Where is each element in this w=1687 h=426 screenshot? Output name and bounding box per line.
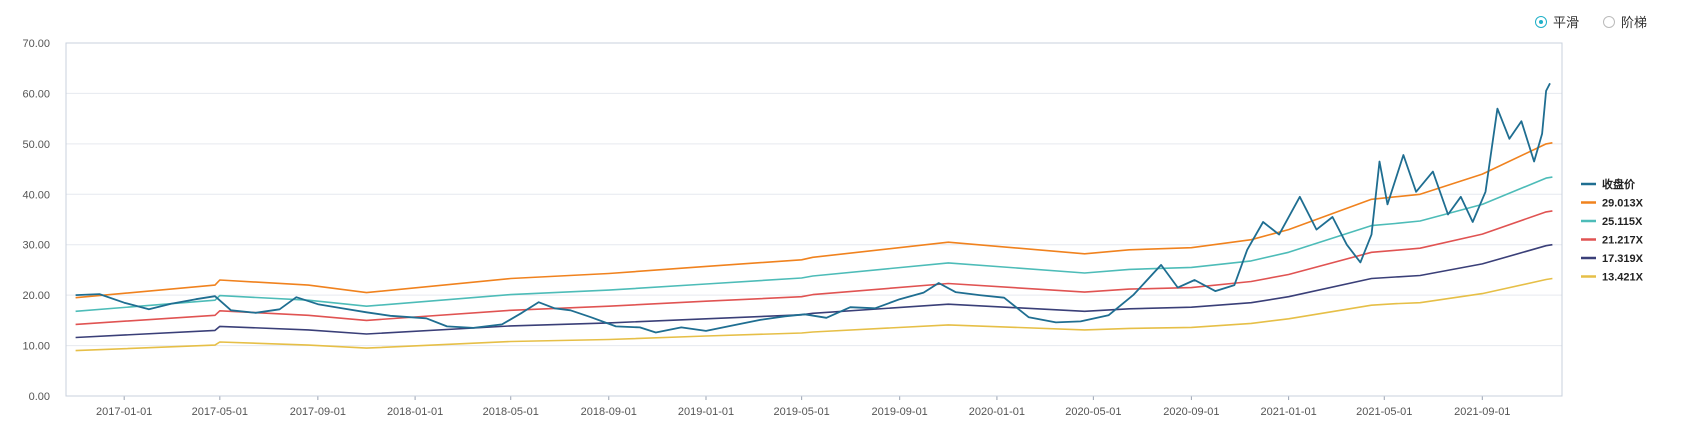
y-tick-label: 60.00 (22, 88, 50, 100)
x-tick-label: 2017-05-01 (192, 406, 248, 418)
x-axis: 2017-01-01 2017-05-01 2017-09-01 2018-01-01… (96, 396, 1510, 418)
y-tick-label: 10.00 (22, 341, 50, 353)
y-tick-label: 30.00 (22, 240, 50, 252)
mode-smooth-label: 平滑 (1553, 15, 1580, 30)
x-tick-label: 2021-01-01 (1260, 406, 1316, 418)
series-line (75, 142, 1553, 299)
x-tick-label: 2020-01-01 (969, 406, 1025, 418)
legend-label: 29.013X (1602, 198, 1644, 210)
plot-frame (65, 42, 1563, 397)
series-line (75, 176, 1553, 313)
x-tick-label: 2019-01-01 (678, 406, 734, 418)
legend-label: 25.115X (1602, 216, 1643, 228)
legend-item[interactable]: 收盘价 (1581, 177, 1636, 191)
legend[interactable]: 收盘价 29.013X 25.115X 21.217X 17.319X 13.421X (1581, 177, 1644, 284)
y-tick-label: 50.00 (22, 139, 50, 151)
x-tick-label: 2021-09-01 (1454, 406, 1510, 418)
grid-lines (66, 42, 1562, 397)
series-line (75, 243, 1553, 339)
x-tick-label: 2021-05-01 (1356, 406, 1412, 418)
y-tick-label: 20.00 (22, 290, 50, 302)
x-tick-label: 2019-05-01 (774, 406, 830, 418)
x-tick-label: 2020-09-01 (1163, 406, 1219, 418)
x-tick-label: 2017-09-01 (290, 406, 346, 418)
y-tick-label: 70.00 (22, 38, 50, 50)
x-tick-label: 2019-09-01 (872, 406, 928, 418)
y-tick-label: 40.00 (22, 189, 50, 201)
series-line (75, 210, 1553, 326)
y-axis: 0.00 10.00 20.00 30.00 40.00 50.00 60.00 70.00 (22, 38, 50, 403)
x-tick-label: 2018-09-01 (581, 406, 637, 418)
y-tick-label: 0.00 (29, 391, 50, 403)
mode-step-label: 阶梯 (1621, 15, 1648, 30)
legend-label: 17.319X (1602, 253, 1644, 265)
series-layer (75, 82, 1553, 352)
legend-item[interactable]: 21.217X (1581, 235, 1644, 247)
x-tick-label: 2018-01-01 (387, 406, 443, 418)
x-tick-label: 2020-05-01 (1065, 406, 1121, 418)
legend-item[interactable]: 25.115X (1581, 216, 1643, 228)
legend-label: 13.421X (1602, 272, 1644, 284)
mode-smooth-option[interactable]: 平滑 (1535, 12, 1579, 31)
legend-item[interactable]: 17.319X (1581, 253, 1644, 265)
x-tick-label: 2018-05-01 (483, 406, 539, 418)
legend-label: 收盘价 (1602, 177, 1636, 191)
legend-item[interactable]: 29.013X (1581, 198, 1644, 210)
x-tick-label: 2017-01-01 (96, 406, 152, 418)
radio-unselected-icon[interactable] (1603, 15, 1615, 28)
series-line (75, 82, 1551, 334)
radio-selected-icon[interactable] (1535, 15, 1547, 28)
legend-label: 21.217X (1602, 235, 1644, 247)
series-line (75, 277, 1553, 352)
mode-step-option[interactable]: 阶梯 (1603, 12, 1647, 31)
legend-item[interactable]: 13.421X (1581, 272, 1644, 284)
